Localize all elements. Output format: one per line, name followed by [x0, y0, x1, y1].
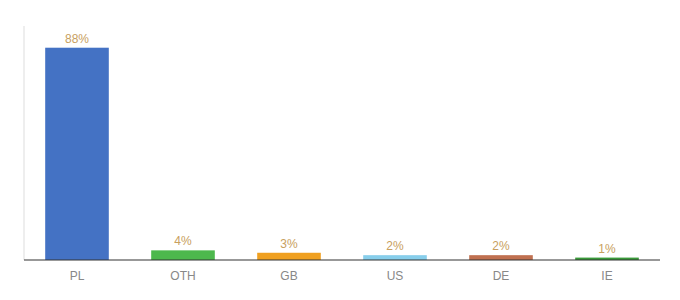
bar — [469, 255, 533, 260]
bar — [151, 250, 215, 260]
data-label: 3% — [280, 237, 298, 251]
bar — [257, 253, 321, 260]
x-tick-label: PL — [70, 269, 85, 283]
y-axis-line — [24, 26, 25, 260]
chart-svg: 88% 4% 3% 2% 2% 1% PL OTH GB US DE IE — [0, 0, 680, 300]
x-tick-label: GB — [280, 269, 297, 283]
data-label: 4% — [174, 234, 192, 248]
data-label: 2% — [492, 239, 510, 253]
x-tick-label: US — [387, 269, 404, 283]
x-tick-label: OTH — [170, 269, 195, 283]
data-label: 88% — [65, 32, 89, 46]
x-tick-label: DE — [493, 269, 510, 283]
data-label: 2% — [386, 239, 404, 253]
chart-container: 88% 4% 3% 2% 2% 1% PL OTH GB US DE IE — [0, 0, 680, 300]
x-axis-line — [24, 259, 660, 260]
x-tick-label: IE — [601, 269, 612, 283]
data-label: 1% — [598, 242, 616, 256]
bar — [363, 255, 427, 260]
bars — [45, 48, 639, 260]
bar — [45, 48, 109, 260]
